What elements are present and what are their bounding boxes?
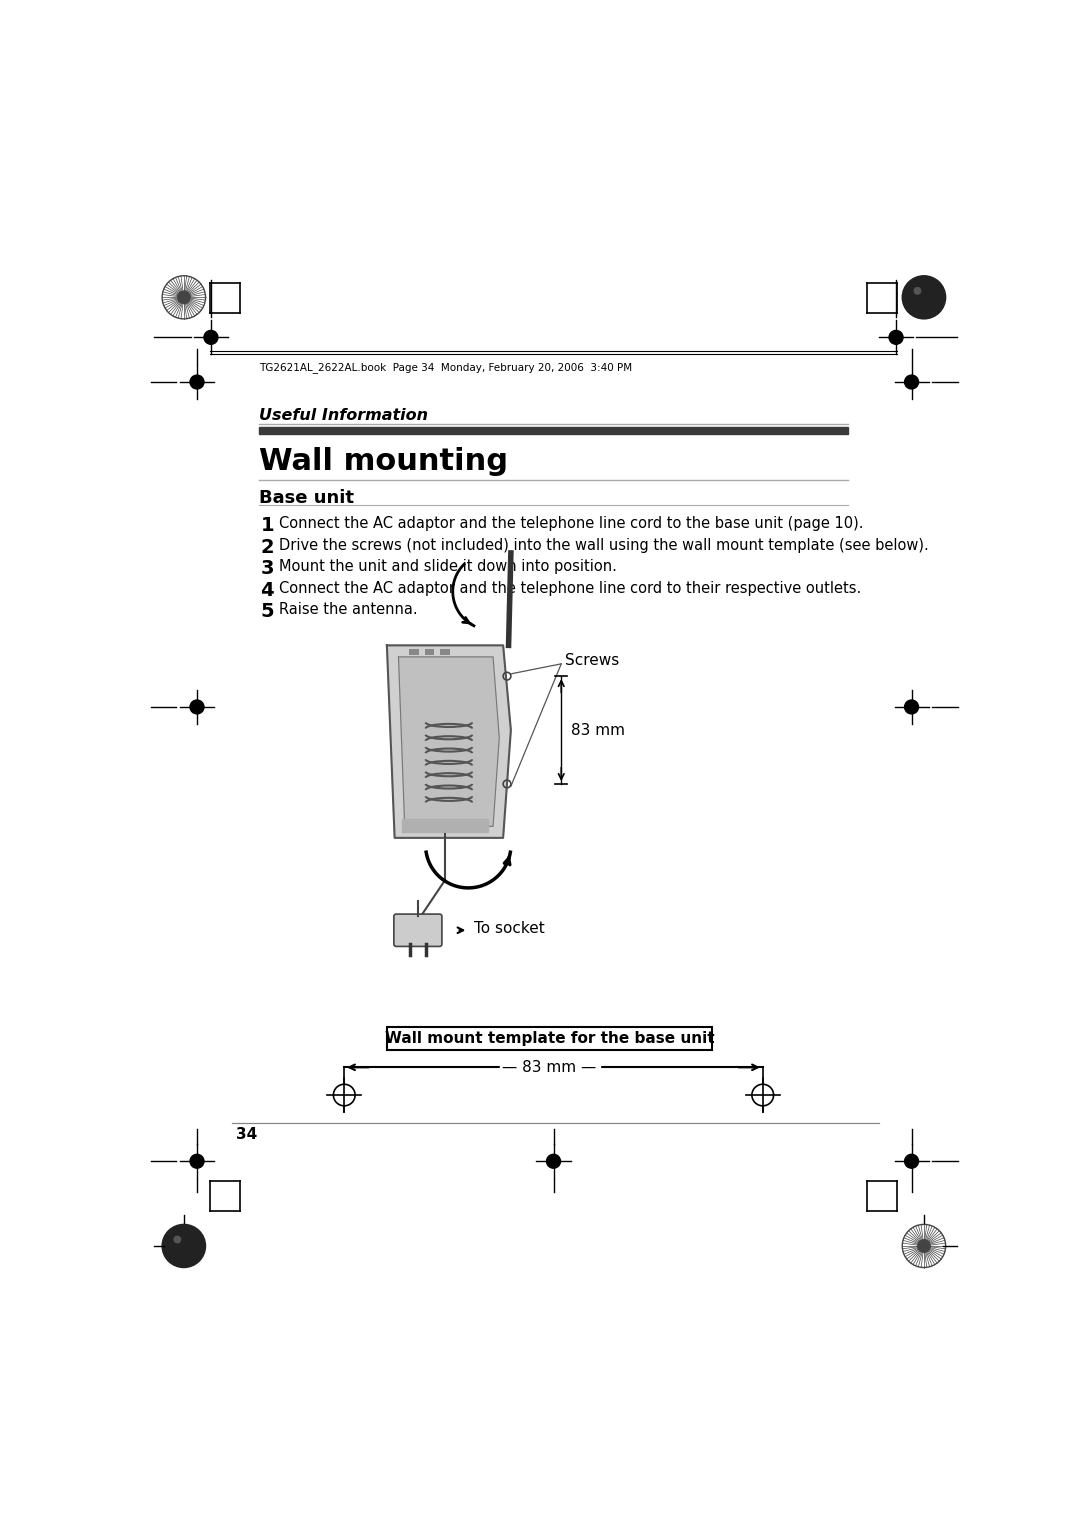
Bar: [441, 649, 449, 656]
Circle shape: [162, 1224, 205, 1268]
Bar: [424, 649, 434, 656]
Circle shape: [177, 290, 190, 304]
Circle shape: [190, 700, 204, 714]
Circle shape: [914, 287, 920, 293]
Circle shape: [204, 330, 218, 344]
Circle shape: [889, 330, 903, 344]
Circle shape: [902, 275, 946, 319]
Text: Screws: Screws: [565, 652, 619, 668]
Circle shape: [546, 1154, 561, 1169]
Text: — 83 mm —: — 83 mm —: [502, 1060, 597, 1074]
Bar: [259, 428, 848, 434]
Text: 2: 2: [260, 538, 274, 556]
Circle shape: [190, 374, 204, 390]
Text: Wall mount template for the base unit: Wall mount template for the base unit: [384, 1031, 715, 1047]
Circle shape: [174, 1236, 180, 1242]
Bar: [403, 819, 488, 833]
Text: 1: 1: [260, 516, 274, 535]
Bar: [409, 649, 419, 656]
Text: Raise the antenna.: Raise the antenna.: [279, 602, 418, 617]
Text: 5: 5: [260, 602, 274, 622]
Text: 83 mm: 83 mm: [570, 723, 624, 738]
Bar: [387, 1027, 713, 1050]
Text: 3: 3: [260, 559, 274, 578]
Polygon shape: [387, 645, 511, 837]
Text: Connect the AC adaptor and the telephone line cord to the base unit (page 10).: Connect the AC adaptor and the telephone…: [279, 516, 864, 532]
Text: Base unit: Base unit: [259, 489, 354, 507]
Text: Mount the unit and slide it down into position.: Mount the unit and slide it down into po…: [279, 559, 617, 575]
Text: Drive the screws (not included) into the wall using the wall mount template (see: Drive the screws (not included) into the…: [279, 538, 929, 553]
Text: TG2621AL_2622AL.book  Page 34  Monday, February 20, 2006  3:40 PM: TG2621AL_2622AL.book Page 34 Monday, Feb…: [259, 362, 632, 373]
FancyBboxPatch shape: [394, 914, 442, 946]
Polygon shape: [399, 657, 499, 827]
Text: Useful Information: Useful Information: [259, 408, 428, 423]
Text: 34: 34: [235, 1128, 257, 1143]
Circle shape: [905, 374, 918, 390]
Circle shape: [905, 1154, 918, 1169]
Circle shape: [905, 700, 918, 714]
Text: To socket: To socket: [474, 921, 544, 937]
Circle shape: [190, 1154, 204, 1169]
Text: Connect the AC adaptor and the telephone line cord to their respective outlets.: Connect the AC adaptor and the telephone…: [279, 581, 862, 596]
Circle shape: [917, 1239, 931, 1253]
Text: 4: 4: [260, 581, 274, 599]
Text: Wall mounting: Wall mounting: [259, 446, 508, 475]
